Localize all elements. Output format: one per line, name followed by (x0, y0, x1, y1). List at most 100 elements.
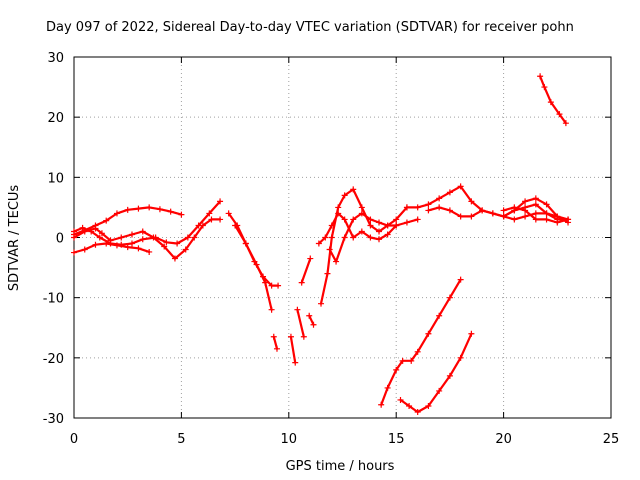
data-point (532, 210, 539, 217)
data-point (107, 237, 114, 244)
series-trace (296, 308, 305, 338)
data-point (232, 222, 239, 229)
data-point (436, 312, 443, 319)
data-point (384, 231, 391, 238)
data-point (376, 219, 383, 226)
x-tick-label: 5 (177, 432, 185, 447)
data-point (408, 357, 415, 364)
data-point (118, 241, 125, 248)
data-point (384, 222, 391, 229)
data-point (287, 333, 294, 340)
data-point (217, 198, 224, 205)
data-point (376, 228, 383, 235)
series-trace (538, 75, 568, 125)
data-point (554, 219, 561, 226)
series-track-u (537, 73, 569, 127)
data-point (206, 210, 213, 217)
data-point (543, 201, 550, 208)
data-point (208, 216, 215, 223)
data-point (350, 186, 357, 193)
x-tick-label: 25 (603, 432, 620, 447)
x-tick-label: 15 (388, 432, 405, 447)
data-point (541, 84, 548, 91)
data-point (163, 239, 170, 246)
data-point (81, 246, 88, 253)
data-point (171, 255, 178, 262)
data-point (262, 279, 269, 286)
data-point (376, 236, 383, 243)
data-point (298, 279, 305, 286)
data-point (184, 234, 191, 241)
data-point (436, 387, 443, 394)
data-point (358, 204, 365, 211)
data-point (468, 213, 475, 220)
data-point (273, 345, 280, 352)
data-point (253, 261, 260, 268)
data-point (341, 192, 348, 199)
data-point (225, 210, 232, 217)
data-point (167, 208, 174, 215)
data-point (92, 225, 99, 232)
data-point (199, 222, 206, 229)
data-point (414, 216, 421, 223)
data-point (457, 354, 464, 361)
series-track-r (500, 204, 572, 226)
series-track-l (318, 186, 410, 307)
data-point (118, 234, 125, 241)
series-track-g (270, 333, 280, 352)
data-point (139, 228, 146, 235)
series-track-t (397, 330, 475, 415)
data-point (341, 234, 348, 241)
data-point (128, 240, 135, 247)
data-point (113, 210, 120, 217)
data-point (425, 201, 432, 208)
y-tick-label: 30 (47, 51, 64, 66)
data-point (318, 300, 325, 307)
data-point (393, 222, 400, 229)
data-point (446, 372, 453, 379)
data-point (79, 224, 86, 231)
series-track-j (298, 255, 314, 286)
data-point (556, 111, 563, 118)
data-point (124, 244, 131, 251)
data-point (128, 231, 135, 238)
data-point (270, 333, 277, 340)
data-point (300, 333, 307, 340)
y-tick-label: -30 (43, 412, 64, 427)
data-point (315, 240, 322, 247)
data-point (81, 228, 88, 235)
data-point (378, 401, 385, 408)
data-point (543, 216, 550, 223)
series-trace (308, 314, 315, 326)
data-point (511, 216, 518, 223)
data-point (457, 183, 464, 190)
data-point (425, 207, 432, 214)
series-track-s (378, 276, 464, 408)
data-point (522, 213, 529, 220)
data-point (457, 276, 464, 283)
data-point (275, 282, 282, 289)
x-tick-label: 0 (70, 432, 78, 447)
data-point (565, 216, 572, 223)
data-point (511, 204, 518, 211)
data-point (294, 306, 301, 313)
series-track-f (232, 222, 275, 313)
data-point (414, 348, 421, 355)
data-point (242, 240, 249, 247)
data-point (479, 207, 486, 214)
data-point (96, 234, 103, 241)
data-point (457, 213, 464, 220)
series-trace (300, 257, 312, 284)
series-track-m (315, 210, 400, 247)
series-track-k (306, 312, 317, 328)
data-point (393, 216, 400, 223)
series-trace (234, 224, 273, 311)
data-point (403, 204, 410, 211)
data-point (532, 216, 539, 223)
data-point (562, 120, 569, 127)
data-point (367, 234, 374, 241)
data-point (350, 216, 357, 223)
data-point (403, 219, 410, 226)
data-point (135, 205, 142, 212)
